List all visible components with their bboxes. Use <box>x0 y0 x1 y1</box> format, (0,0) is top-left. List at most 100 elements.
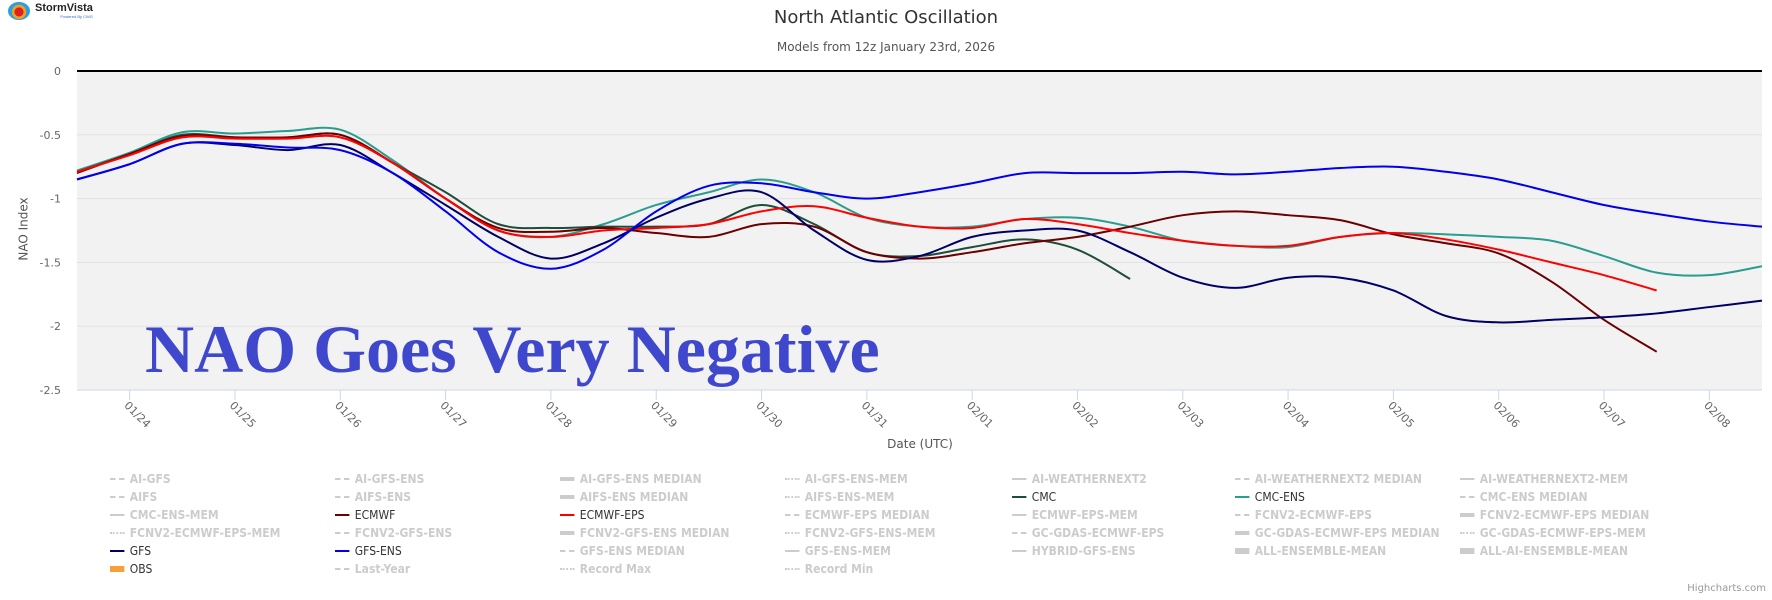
legend-label: AI-WEATHERNEXT2 MEDIAN <box>1254 472 1422 486</box>
legend-item[interactable]: Last-Year <box>335 562 410 576</box>
legend-label: FCNV2-ECMWF-EPS <box>1254 508 1373 522</box>
legend-item[interactable]: CMC-ENS-MEM <box>110 508 219 522</box>
legend-item[interactable]: CMC <box>1012 490 1056 504</box>
legend-label: AIFS-ENS <box>354 490 412 504</box>
legend-item[interactable]: AIFS <box>110 490 157 504</box>
legend-item[interactable]: AIFS-ENS MEDIAN <box>560 490 688 504</box>
legend-label: HYBRID-GFS-ENS <box>1031 544 1136 558</box>
nao-line-chart: 0 -0.5 -1 -1.5 -2 -2.5 01/24 01/25 01/26 01/27 01/… <box>40 65 1763 431</box>
legend-item[interactable]: FCNV2-ECMWF-EPS MEDIAN <box>1460 508 1649 522</box>
legend-item[interactable]: OBS <box>110 562 152 576</box>
legend-symbol-icon <box>1460 548 1475 554</box>
legend-label: FCNV2-GFS-ENS MEDIAN <box>579 526 730 540</box>
legend-item[interactable]: AI-GFS-ENS <box>335 472 424 486</box>
highcharts-credit[interactable]: Highcharts.com <box>1687 583 1766 594</box>
x-tick-label: 01/28 <box>543 399 575 431</box>
legend-symbol-icon <box>560 477 575 481</box>
legend-item[interactable]: CMC-ENS MEDIAN <box>1460 490 1588 504</box>
x-tick-label: 02/06 <box>1491 399 1523 431</box>
legend-item[interactable]: AIFS-ENS-MEM <box>785 490 894 504</box>
y-tick-label: -2 <box>50 320 61 333</box>
legend-item[interactable]: GC-GDAS-ECMWF-EPS <box>1012 526 1164 540</box>
x-tick-label: 02/04 <box>1280 399 1312 431</box>
legend-symbol-icon <box>1460 478 1475 480</box>
legend-item[interactable]: GC-GDAS-ECMWF-EPS MEDIAN <box>1235 526 1440 540</box>
legend-item[interactable]: AI-WEATHERNEXT2-MEM <box>1460 472 1628 486</box>
legend-symbol-icon <box>785 532 800 534</box>
legend-item[interactable]: CMC-ENS <box>1235 490 1305 504</box>
x-tick-label: 01/26 <box>332 399 364 431</box>
legend-item[interactable]: FCNV2-ECMWF-EPS <box>1235 508 1372 522</box>
series-line-ecmwf-eps <box>76 134 1657 292</box>
legend-item[interactable]: GFS-ENS MEDIAN <box>560 544 685 558</box>
legend-symbol-icon <box>785 568 800 570</box>
legend-item[interactable]: GFS <box>110 544 151 558</box>
legend-label: ALL-AI-ENSEMBLE-MEAN <box>1479 544 1629 558</box>
series-line-gfs-ens <box>76 141 1763 270</box>
legend-item[interactable]: Record Min <box>785 562 873 576</box>
legend-symbol-icon <box>1235 496 1250 498</box>
legend-item[interactable]: FCNV2-GFS-ENS <box>335 526 452 540</box>
legend-label: AI-WEATHERNEXT2 <box>1031 472 1147 486</box>
legend-label: GFS <box>129 544 152 558</box>
legend-item[interactable]: FCNV2-ECMWF-EPS-MEM <box>110 526 280 540</box>
series-line-gfs <box>76 141 1763 324</box>
legend-symbol-icon <box>1012 514 1027 516</box>
y-tick-label: -1.5 <box>40 256 61 269</box>
legend-label: FCNV2-GFS-ENS-MEM <box>804 526 936 540</box>
legend-symbol-icon <box>1012 496 1027 498</box>
legend-item[interactable]: GC-GDAS-ECMWF-EPS-MEM <box>1460 526 1646 540</box>
legend-label: CMC-ENS-MEM <box>129 508 219 522</box>
legend-item[interactable]: ALL-AI-ENSEMBLE-MEAN <box>1460 544 1628 558</box>
legend-label: ECMWF-EPS-MEM <box>1031 508 1138 522</box>
legend-symbol-icon <box>785 496 800 498</box>
legend-label: ALL-ENSEMBLE-MEAN <box>1254 544 1387 558</box>
legend-item[interactable]: FCNV2-GFS-ENS MEDIAN <box>560 526 729 540</box>
legend-item[interactable]: GFS-ENS <box>335 544 402 558</box>
legend-symbol-icon <box>560 514 575 516</box>
legend-item[interactable]: AI-WEATHERNEXT2 MEDIAN <box>1235 472 1422 486</box>
y-tick-label: -2.5 <box>40 384 61 397</box>
legend-symbol-icon <box>1235 548 1250 554</box>
legend-item[interactable]: GFS-ENS-MEM <box>785 544 891 558</box>
legend-item[interactable]: Record Max <box>560 562 651 576</box>
legend-symbol-icon <box>335 514 350 516</box>
legend-symbol-icon <box>1460 513 1475 517</box>
legend-item[interactable]: ECMWF <box>335 508 395 522</box>
legend-symbol-icon <box>110 532 125 534</box>
legend-symbol-icon <box>1235 514 1250 516</box>
series-line-ecmwf <box>76 132 1658 353</box>
legend-symbol-icon <box>1012 478 1027 480</box>
legend-symbol-icon <box>1012 532 1027 534</box>
chart-subtitle: Models from 12z January 23rd, 2026 <box>776 40 996 54</box>
y-axis-title: NAO Index <box>16 197 31 261</box>
legend-symbol-icon <box>110 514 125 516</box>
legend-label: Record Min <box>804 562 874 576</box>
x-axis-title: Date (UTC) <box>887 437 953 451</box>
legend-symbol-icon <box>335 496 350 498</box>
legend-item[interactable]: ECMWF-EPS-MEM <box>1012 508 1138 522</box>
legend-item[interactable]: AI-GFS <box>110 472 171 486</box>
legend-item[interactable]: AI-WEATHERNEXT2 <box>1012 472 1147 486</box>
legend-item[interactable]: ALL-ENSEMBLE-MEAN <box>1235 544 1386 558</box>
legend-item[interactable]: ECMWF-EPS <box>560 508 644 522</box>
y-tick-label: -1 <box>50 193 61 206</box>
x-tick-label: 01/29 <box>648 399 680 431</box>
x-tick-label: 01/25 <box>227 399 259 431</box>
legend-label: GC-GDAS-ECMWF-EPS-MEM <box>1479 526 1646 540</box>
legend-item[interactable]: HYBRID-GFS-ENS <box>1012 544 1136 558</box>
y-tick-label: 0 <box>54 65 61 78</box>
legend-label: FCNV2-ECMWF-EPS-MEM <box>129 526 281 540</box>
legend-label: AI-GFS-ENS MEDIAN <box>579 472 702 486</box>
legend-item[interactable]: FCNV2-GFS-ENS-MEM <box>785 526 936 540</box>
legend-symbol-icon <box>110 566 125 572</box>
legend-item[interactable]: AI-GFS-ENS MEDIAN <box>560 472 702 486</box>
legend-item[interactable]: AI-GFS-ENS-MEM <box>785 472 908 486</box>
legend-label: AI-WEATHERNEXT2-MEM <box>1479 472 1629 486</box>
legend-item[interactable]: ECMWF-EPS MEDIAN <box>785 508 930 522</box>
legend-label: CMC <box>1031 490 1057 504</box>
legend-symbol-icon <box>335 478 350 480</box>
x-tick-label: 02/03 <box>1175 399 1207 431</box>
legend-item[interactable]: AIFS-ENS <box>335 490 411 504</box>
legend-symbol-icon <box>335 550 350 552</box>
